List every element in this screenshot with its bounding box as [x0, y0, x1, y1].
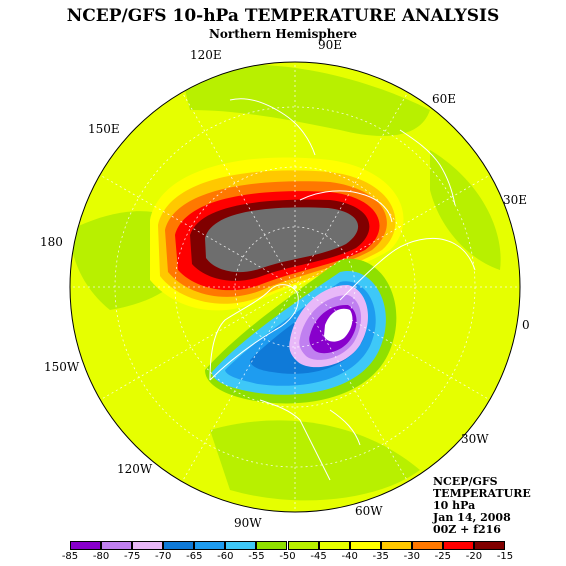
info-block: NCEP/GFS TEMPERATURE 10 hPa Jan 14, 2008… — [433, 476, 531, 536]
lon-label-0: 0 — [522, 318, 530, 332]
colorbar-tick-label: -65 — [186, 551, 203, 562]
map-subtitle: Northern Hemisphere — [208, 27, 358, 41]
lon-label-30w: 30W — [461, 432, 489, 446]
graticule — [70, 62, 520, 512]
lon-label-30e: 30E — [503, 193, 528, 207]
colorbar-swatch — [70, 541, 102, 550]
lon-label-150e: 150E — [88, 122, 120, 136]
colorbar-tick-label: -75 — [123, 551, 141, 562]
colorbar-tick-label: -25 — [434, 551, 452, 562]
lon-label-150w: 150W — [44, 360, 80, 374]
colorbar-swatch — [411, 541, 443, 550]
colorbar-tick-label: -40 — [341, 551, 358, 562]
lon-label-180: 180 — [40, 235, 63, 249]
colorbar-swatch — [194, 541, 226, 550]
green-patch-bottom — [210, 420, 420, 501]
colorbar-tick-label: -15 — [496, 551, 514, 562]
info-model: NCEP/GFS — [433, 475, 498, 488]
colorbar-swatch — [163, 541, 195, 550]
info-run: 00Z + f216 — [433, 523, 501, 536]
colorbar-swatch — [380, 541, 412, 550]
colorbar-tick-label: -80 — [92, 551, 110, 562]
green-patch-top — [180, 64, 430, 136]
colorbar-tick-label: -35 — [372, 551, 389, 562]
colorbar-swatch — [101, 541, 133, 550]
colorbar-swatch — [318, 541, 350, 550]
colorbar-swatch — [132, 541, 164, 550]
colorbar-tick-label: -60 — [217, 551, 234, 562]
colorbar-tick-label: -50 — [279, 551, 296, 562]
colorbar-tick-label: -55 — [248, 551, 265, 562]
info-date: Jan 14, 2008 — [433, 511, 511, 524]
colorbar-swatch — [473, 541, 505, 550]
map-border — [69, 61, 521, 513]
low-center — [324, 308, 353, 342]
colorbar-swatch — [287, 541, 319, 550]
colorbar-tick-label: -70 — [155, 551, 172, 562]
lon-label-120w: 120W — [117, 462, 153, 476]
colorbar-tick-label: -20 — [465, 551, 483, 562]
lon-label-90w: 90W — [234, 516, 262, 530]
info-level: 10 hPa — [433, 499, 476, 512]
colorbar-swatch — [225, 541, 257, 550]
colorbar-swatch — [442, 541, 474, 550]
colorbar-tick-label: -45 — [310, 551, 327, 562]
colorbar-tick-label: -30 — [403, 551, 420, 562]
colorbar-swatch — [349, 541, 381, 550]
info-field: TEMPERATURE — [433, 487, 531, 500]
coastlines — [209, 98, 476, 481]
colorbar-swatch — [256, 541, 288, 550]
colorbar-tick-label: -85 — [61, 551, 79, 562]
map-title: NCEP/GFS 10-hPa TEMPERATURE ANALYSIS — [66, 6, 500, 26]
lon-label-90e: 90E — [318, 38, 343, 52]
lon-label-60e: 60E — [432, 92, 457, 106]
lon-label-60w: 60W — [355, 504, 383, 518]
lon-label-120e: 120E — [190, 48, 222, 62]
